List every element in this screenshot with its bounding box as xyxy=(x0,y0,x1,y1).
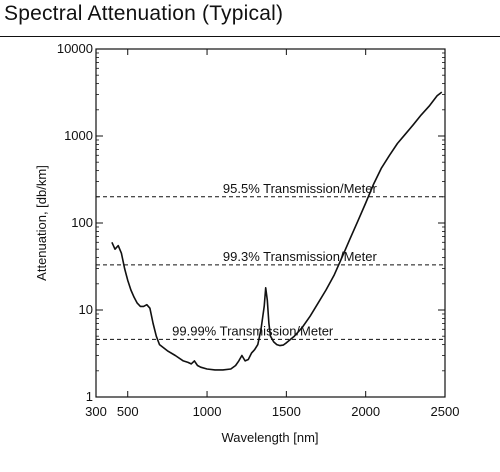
x-tick-label: 500 xyxy=(117,404,139,419)
title-rule xyxy=(0,36,500,37)
x-tick-label: 2500 xyxy=(431,404,460,419)
y-axis-label: Attenuation, [db/km] xyxy=(34,165,49,281)
reference-line-label: 95.5% Transmission/Meter xyxy=(223,181,378,196)
x-axis-label: Wavelength [nm] xyxy=(221,430,318,445)
y-tick-label: 1000 xyxy=(64,128,93,143)
y-tick-label: 10 xyxy=(79,302,93,317)
reference-lines: 95.5% Transmission/Meter 99.3% Transmissi… xyxy=(96,181,445,340)
plot-frame xyxy=(95,48,446,398)
x-tick-label: 300 xyxy=(85,404,107,419)
reference-line-label: 99.99% Transmission/Meter xyxy=(172,323,334,338)
page-title: Spectral Attenuation (Typical) xyxy=(4,2,284,25)
attenuation-curve xyxy=(111,91,443,371)
data-layer xyxy=(111,91,443,371)
y-tick-label: 10000 xyxy=(57,41,93,56)
x-tick-label: 1000 xyxy=(193,404,222,419)
y-tick-label: 100 xyxy=(71,215,93,230)
tick-marks: 300 500 1000 1500 2000 2500 1 10 100 1000 10000 xyxy=(57,41,460,419)
x-tick-label: 1500 xyxy=(272,404,301,419)
x-tick-label: 2000 xyxy=(351,404,380,419)
reference-line-label: 99.3% Transmission/Meter xyxy=(223,249,378,264)
y-tick-label: 1 xyxy=(86,389,93,404)
